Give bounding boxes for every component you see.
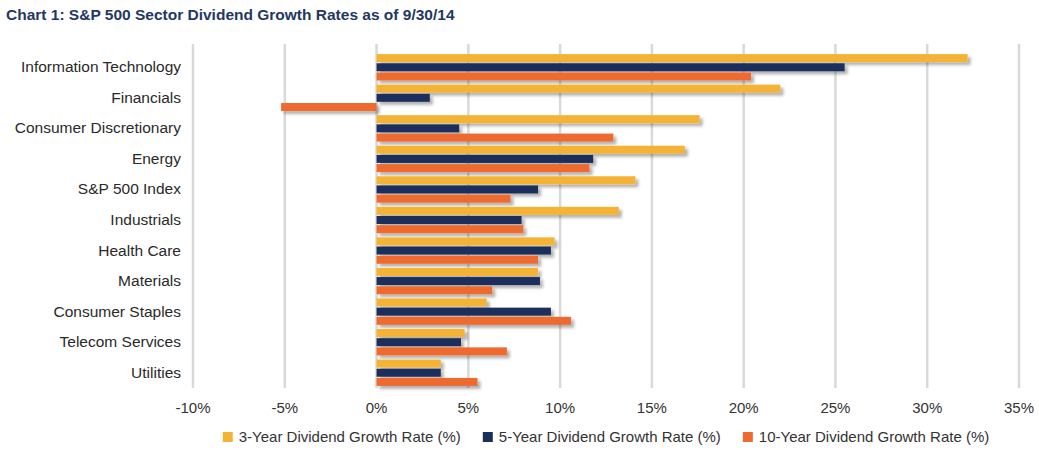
category-label: Information Technology: [21, 58, 181, 75]
bar: [281, 103, 376, 111]
bar: [377, 195, 511, 203]
tick-label: 0%: [366, 399, 388, 416]
bar: [377, 360, 441, 368]
legend: 3-Year Dividend Growth Rate (%) 5-Year Di…: [223, 428, 989, 445]
bar: [377, 286, 493, 294]
grid: [193, 44, 1019, 388]
bar: [377, 54, 968, 62]
chart: Chart 1: S&P 500 Sector Dividend Growth …: [0, 0, 1039, 450]
category-label: Consumer Staples: [53, 303, 181, 320]
grid-line: [834, 44, 837, 388]
tick-label: 25%: [820, 399, 850, 416]
bar: [377, 298, 487, 306]
category-label: Utilities: [131, 364, 181, 381]
bar: [377, 146, 685, 154]
bar: [377, 225, 524, 233]
category-label: Materials: [118, 272, 181, 289]
bar: [377, 277, 540, 285]
bar: [377, 124, 460, 132]
bar: [377, 115, 700, 123]
tick-label: -5%: [271, 399, 298, 416]
grid-line: [926, 44, 929, 388]
bar: [377, 338, 461, 346]
category-label: Industrials: [110, 211, 181, 228]
bar: [377, 185, 539, 193]
grid-line: [192, 44, 195, 388]
category-label: S&P 500 Index: [78, 180, 181, 197]
bar: [377, 237, 555, 245]
bar: [377, 268, 539, 276]
grid-line: [284, 44, 287, 388]
legend-label: 10-Year Dividend Growth Rate (%): [759, 428, 989, 445]
tick-label: -10%: [175, 399, 210, 416]
tick-label: 5%: [457, 399, 479, 416]
title: Chart 1: S&P 500 Sector Dividend Growth …: [6, 6, 455, 23]
bar: [377, 134, 614, 142]
bar: [377, 176, 636, 184]
bar: [377, 378, 478, 386]
bars: [281, 54, 967, 386]
legend-label: 5-Year Dividend Growth Rate (%): [499, 428, 721, 445]
grid-line: [742, 44, 745, 388]
bar: [377, 347, 507, 355]
bar: [377, 164, 590, 172]
tick-label: 20%: [729, 399, 759, 416]
category-label: Consumer Discretionary: [15, 119, 181, 136]
bar: [377, 155, 594, 163]
grid-line: [651, 44, 654, 388]
tick-label: 35%: [1004, 399, 1034, 416]
legend-swatch: [223, 432, 233, 442]
bar: [377, 308, 551, 316]
bar: [377, 247, 551, 255]
category-label: Health Care: [98, 242, 181, 259]
tick-label: 10%: [545, 399, 575, 416]
bar: [377, 329, 465, 337]
bar: [377, 72, 751, 80]
bar: [377, 256, 539, 264]
category-label: Financials: [111, 89, 181, 106]
legend-label: 3-Year Dividend Growth Rate (%): [239, 428, 461, 445]
bar: [377, 94, 430, 102]
grid-line: [559, 44, 562, 388]
legend-swatch: [483, 432, 493, 442]
bar: [377, 207, 619, 215]
grid-line: [1018, 44, 1021, 388]
legend-swatch: [743, 432, 753, 442]
tick-label: 15%: [637, 399, 667, 416]
bar: [377, 317, 572, 325]
category-label: Energy: [132, 150, 181, 167]
bar: [377, 216, 522, 224]
tick-label: 30%: [912, 399, 942, 416]
bar: [377, 63, 845, 71]
bar: [377, 369, 441, 377]
bar: [377, 85, 781, 93]
category-label: Telecom Services: [60, 333, 182, 350]
